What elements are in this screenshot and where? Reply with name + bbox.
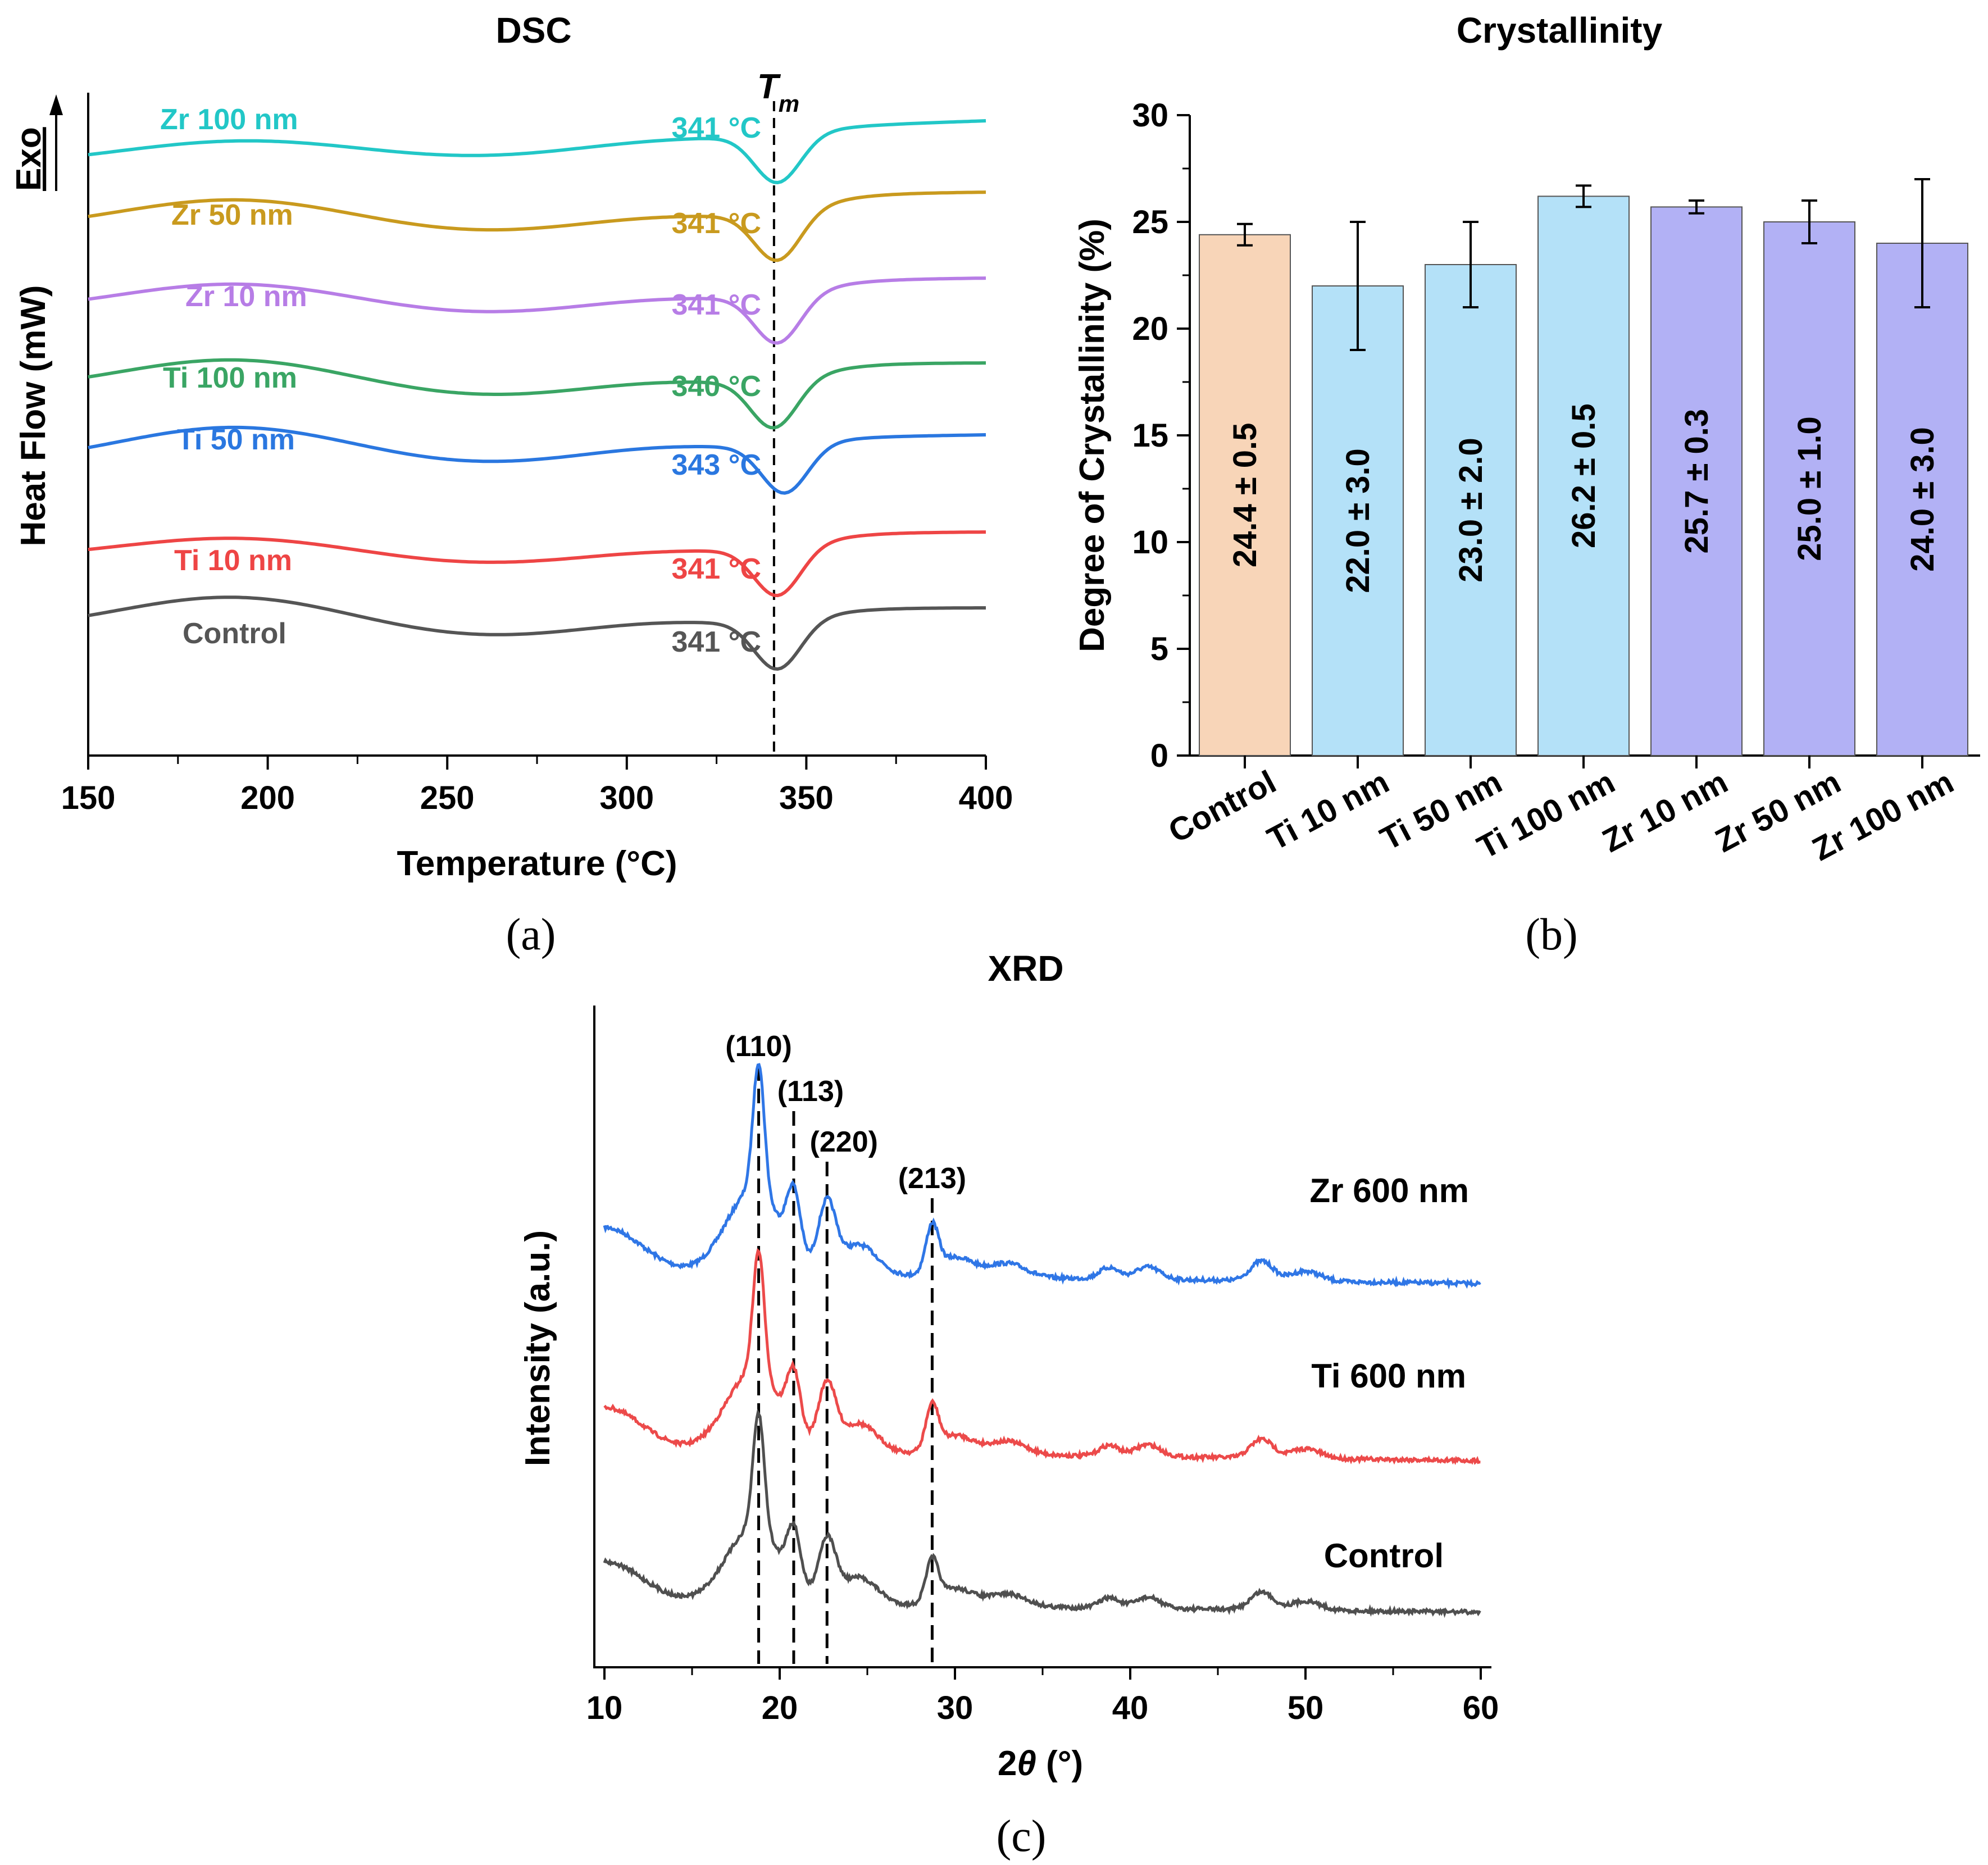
dsc-curve-ti-50-nm: [88, 425, 986, 495]
bar-category-label: Control: [1163, 763, 1282, 850]
xrd-x-label-unit: (°): [1036, 1744, 1083, 1783]
dsc-x-tick-label: 300: [599, 780, 654, 816]
dsc-series-label: Ti 50 nm: [177, 424, 295, 456]
bar-y-ticks: 0 5 10 15 20 25 30: [1132, 97, 1190, 774]
bar-ti-10-nm: [1312, 285, 1404, 756]
xrd-curve-zr-600-nm: [603, 1063, 1481, 1290]
bars: 24.4 ± 0.5 Control 22.0 ± 3.0 Ti 10 nm 23.0 …: [1163, 178, 1968, 868]
dsc-peak-label: 341 °C: [671, 553, 761, 585]
xrd-x-tick-label: 40: [1112, 1690, 1149, 1726]
bar-y-tick-label: 25: [1132, 204, 1168, 240]
bar-y-tick-label: 0: [1150, 738, 1168, 774]
dsc-series-label: Zr 10 nm: [185, 280, 307, 313]
bar-value-label: 24.0 ± 3.0: [1904, 427, 1941, 572]
dsc-x-tick-label: 200: [240, 780, 295, 816]
exo-arrow-icon: [49, 94, 63, 115]
tm-label-sub: m: [779, 90, 799, 117]
bar-category-label: Zr 10 nm: [1596, 763, 1734, 859]
bar-y-tick-label: 5: [1150, 631, 1168, 667]
xrd-x-tick-label: 50: [1288, 1690, 1324, 1726]
xrd-x-tick-label: 10: [586, 1690, 623, 1726]
bar-ti-50-nm: [1425, 264, 1517, 756]
dsc-x-ticks: 150 200 250 300 350 400: [61, 756, 1013, 816]
xrd-series-label: Ti 600 nm: [1311, 1357, 1466, 1395]
dsc-series-label: Ti 10 nm: [174, 544, 292, 577]
bar-value-label: 22.0 ± 3.0: [1340, 448, 1376, 593]
xrd-curves: Zr 600 nm Ti 600 nm Control: [603, 1063, 1481, 1618]
crystallinity-title: Crystallinity: [1457, 10, 1663, 51]
bar-value-label: 25.7 ± 0.3: [1678, 409, 1715, 554]
xrd-title: XRD: [988, 948, 1063, 989]
bar-y-tick-label: 30: [1132, 97, 1168, 134]
xrd-x-tick-label: 30: [937, 1690, 973, 1726]
dsc-x-tick-label: 400: [959, 780, 1013, 816]
xrd-y-label: Intensity (a.u.): [518, 1230, 557, 1466]
xrd-x-label: 2θ (°): [998, 1744, 1083, 1783]
tm-label: Tm: [757, 67, 799, 117]
xrd-peak-label: (110): [725, 1030, 792, 1063]
dsc-peak-label: 341 °C: [671, 626, 761, 658]
dsc-curve-zr-10-nm: [88, 276, 986, 345]
xrd-series-label: Zr 600 nm: [1310, 1172, 1469, 1209]
bar-category-label: Ti 10 nm: [1262, 763, 1395, 857]
bar-y-tick-label: 20: [1132, 311, 1168, 347]
dsc-x-tick-label: 150: [61, 780, 116, 816]
xrd-x-ticks: 10 20 30 40 50 60: [586, 1667, 1499, 1726]
xrd-peak-label: (220): [810, 1126, 878, 1158]
dsc-series-label: Ti 100 nm: [163, 362, 297, 394]
xrd-x-label-main: 2: [998, 1744, 1017, 1783]
crystallinity-panel: Crystallinity Degree of Crystallinity (%…: [1073, 10, 1980, 959]
xrd-peak-lines: (110) (113) (220) (213): [725, 1030, 966, 1664]
dsc-curves: Zr 100 nm 341 °C Zr 50 nm 341 °C Zr 10 nm 341…: [88, 103, 986, 671]
dsc-panel: DSC 150 200 250 300 350 400 Exo Heat Flow (mW…: [10, 10, 1013, 959]
dsc-curve-zr-100-nm: [88, 119, 986, 185]
bar-value-label: 26.2 ± 0.5: [1566, 403, 1602, 548]
dsc-series-label: Control: [183, 617, 286, 650]
xrd-curve-ti-600-nm: [603, 1248, 1481, 1466]
panel-c-label: (c): [997, 1812, 1047, 1861]
bar-y-label: Degree of Crystallinity (%): [1073, 219, 1112, 652]
bar-ti-100-nm: [1537, 195, 1630, 756]
xrd-peak-label: (213): [898, 1162, 966, 1195]
dsc-curve-zr-50-nm: [88, 190, 986, 262]
dsc-series-label: Zr 50 nm: [171, 199, 293, 231]
dsc-y-label: Heat Flow (mW): [14, 285, 53, 547]
bar-control: [1199, 234, 1291, 756]
bar-value-label: 25.0 ± 1.0: [1791, 416, 1828, 561]
bar-zr-100-nm: [1876, 243, 1968, 756]
panel-a-label: (a): [506, 910, 556, 959]
bar-value-label: 23.0 ± 2.0: [1453, 438, 1489, 583]
bar-value-label: 24.4 ± 0.5: [1227, 423, 1263, 568]
dsc-peak-label: 341 °C: [671, 112, 761, 144]
dsc-title: DSC: [495, 10, 571, 51]
dsc-series-label: Zr 100 nm: [160, 103, 298, 136]
dsc-x-tick-label: 350: [779, 780, 834, 816]
dsc-peak-label: 341 °C: [671, 207, 761, 240]
bar-zr-50-nm: [1763, 221, 1855, 756]
panel-b-label: (b): [1525, 910, 1577, 959]
xrd-x-tick-label: 60: [1463, 1690, 1499, 1726]
dsc-curve-ti-10-nm: [88, 530, 986, 598]
tm-label-main: T: [757, 67, 781, 106]
dsc-peak-label: 341 °C: [671, 289, 761, 321]
dsc-peak-label: 340 °C: [671, 370, 761, 403]
bar-y-tick-label: 10: [1132, 524, 1168, 561]
xrd-x-tick-label: 20: [762, 1690, 798, 1726]
xrd-series-label: Control: [1324, 1537, 1444, 1575]
exo-label: Exo: [10, 127, 48, 191]
dsc-x-tick-label: 250: [420, 780, 475, 816]
xrd-curve-control: [603, 1408, 1481, 1618]
dsc-curve-control: [88, 595, 986, 671]
dsc-x-label: Temperature (°C): [397, 844, 677, 883]
dsc-peak-label: 343 °C: [671, 449, 761, 481]
bar-zr-10-nm: [1650, 206, 1743, 756]
xrd-panel: XRD 10 20 30 40 50 60 Intensity (a.u.) 2θ (°)…: [518, 948, 1499, 1861]
xrd-peak-label: (113): [777, 1075, 844, 1108]
bar-y-tick-label: 15: [1132, 417, 1168, 454]
xrd-x-label-theta: θ: [1017, 1744, 1036, 1783]
dsc-curve-ti-100-nm: [88, 358, 986, 430]
